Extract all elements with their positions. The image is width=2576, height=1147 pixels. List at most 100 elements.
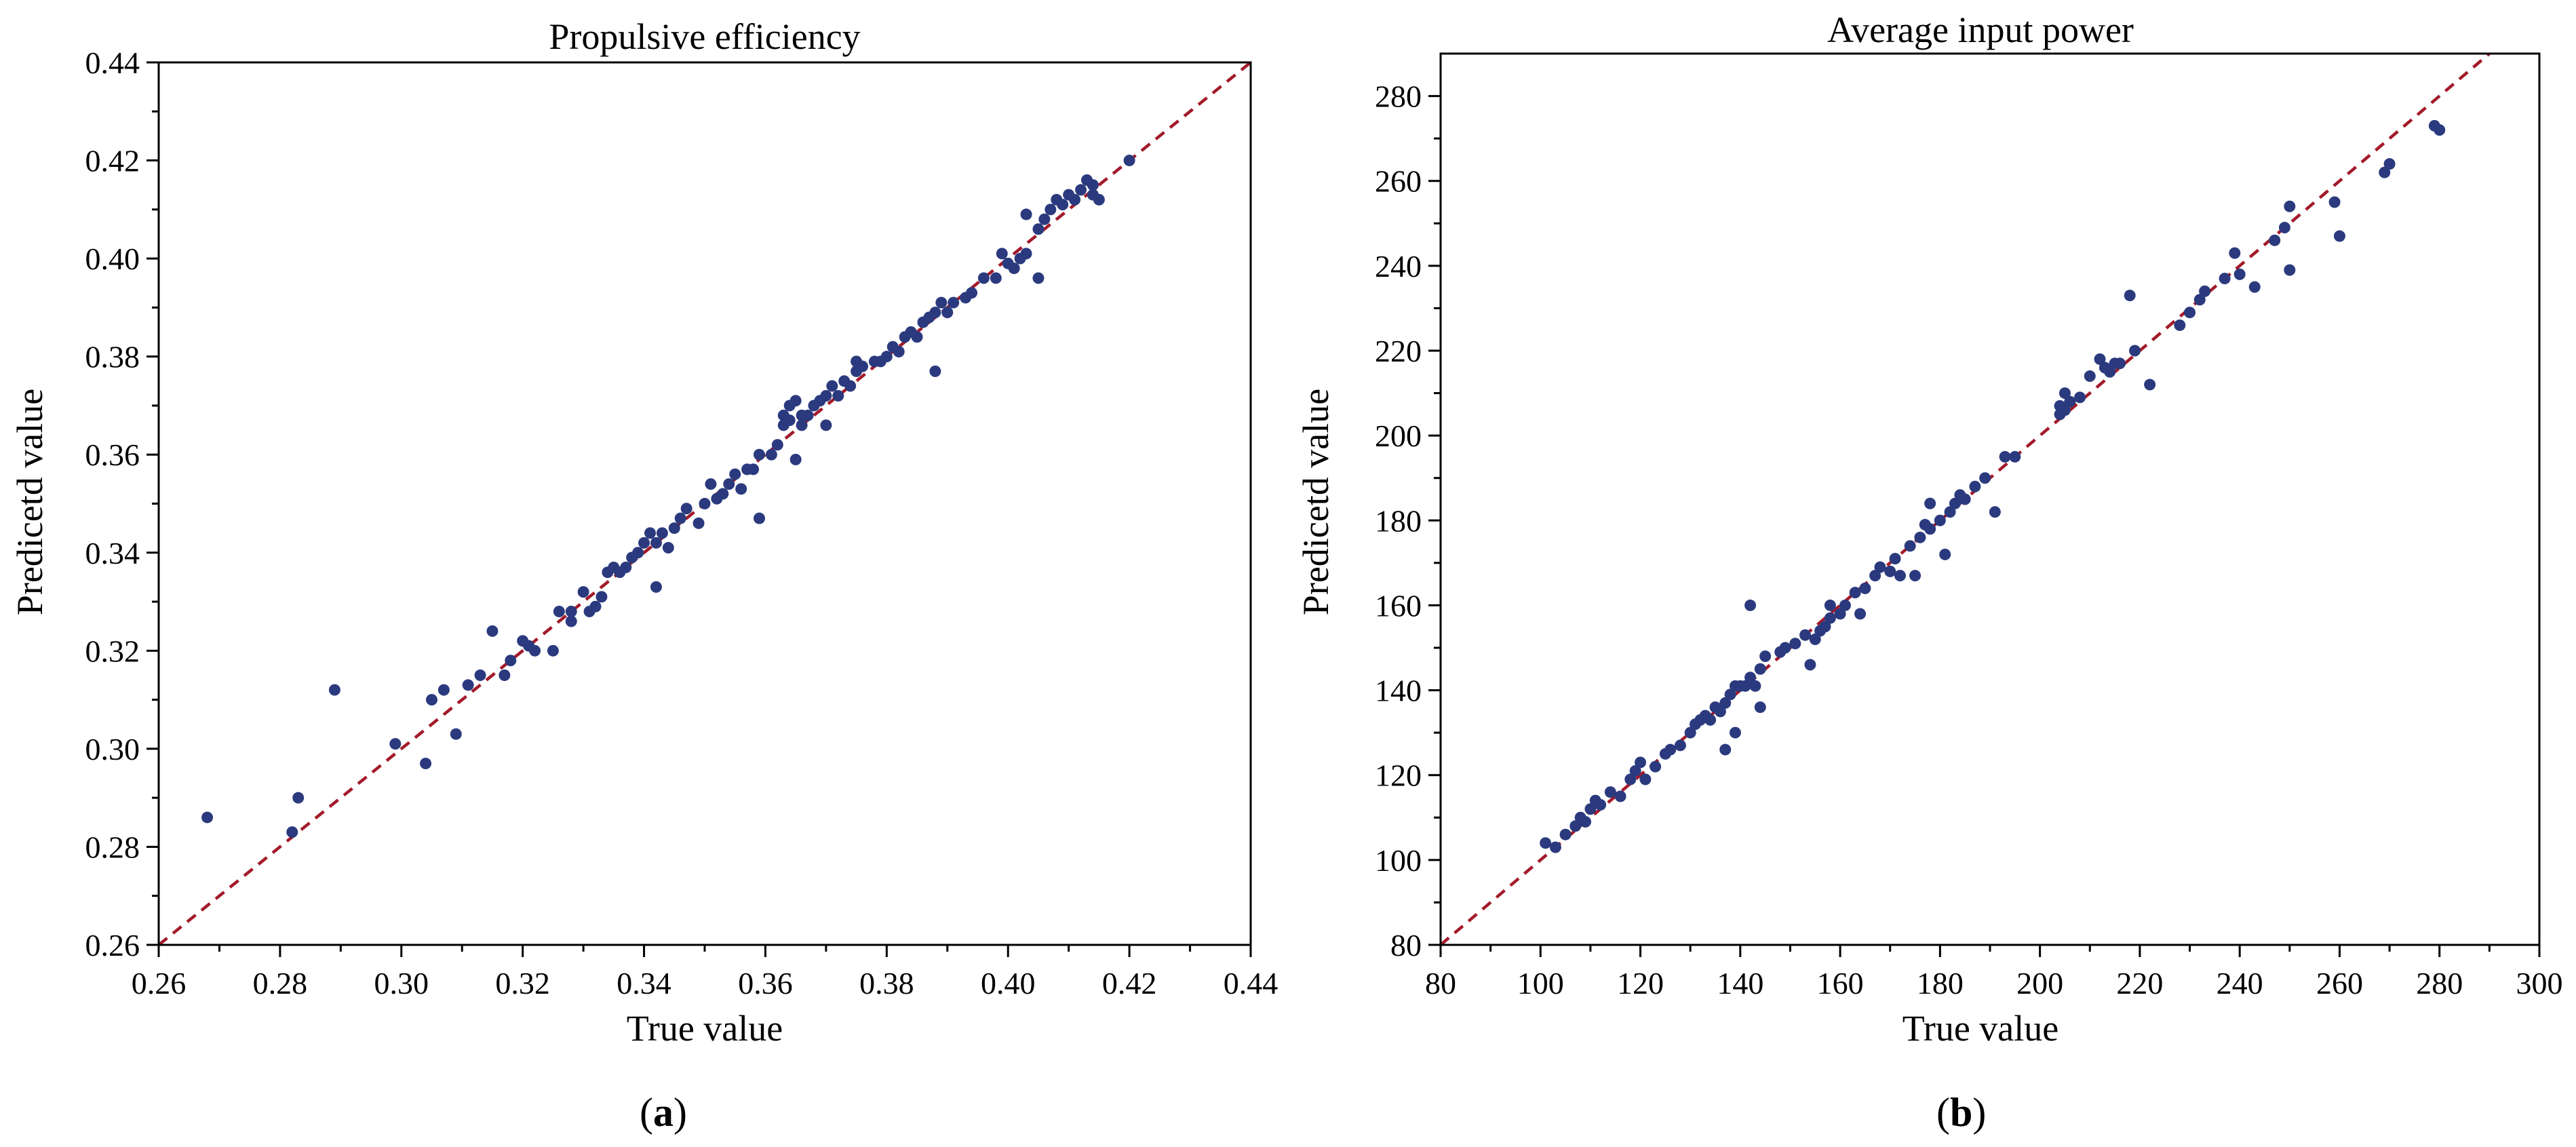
x-tick-label-b: 200	[2016, 966, 2063, 1000]
data-point-a	[656, 527, 668, 539]
data-point-b	[1869, 570, 1881, 582]
data-point-b	[1584, 803, 1597, 815]
data-point-b	[1704, 714, 1717, 726]
data-point-b	[2328, 196, 2341, 208]
x-tick-label-a: 0.44	[1224, 966, 1279, 1000]
chart-title-b: Average input power	[1827, 9, 2134, 50]
data-point-b	[1989, 506, 2001, 518]
x-axis-title-a: True value	[627, 1008, 783, 1049]
plot-frame-a	[157, 61, 1252, 946]
data-point-a	[705, 478, 717, 490]
chart-panel-b: Average input power 80 100 120 140 160 180 200…	[1295, 9, 2563, 1135]
chart-panel-a: Propulsive efficiency 0.26 0.28 0.30 0.32 0.…	[9, 16, 1278, 1135]
data-point-b	[1849, 587, 1861, 599]
data-point-b	[1944, 506, 1956, 518]
x-tick-label-b: 160	[1817, 966, 1864, 1000]
data-point-a	[292, 792, 305, 804]
panel-letter-b: b	[1950, 1090, 1972, 1135]
x-tick-label-b: 80	[1425, 966, 1456, 1000]
data-point-a	[547, 644, 559, 657]
data-point-b	[1824, 612, 1836, 624]
data-point-b	[1744, 599, 1757, 611]
data-point-b	[2248, 281, 2261, 293]
y-axis-title-b: Predicetd value	[1295, 389, 1336, 615]
data-point-a	[1123, 155, 1135, 167]
data-point-b	[1859, 582, 1871, 594]
x-tick-label-a: 0.42	[1102, 966, 1157, 1000]
data-point-b	[1809, 633, 1821, 645]
data-point-a	[1093, 193, 1105, 206]
y-tick-label-b: 140	[1375, 674, 1422, 708]
data-point-b	[1979, 472, 1991, 484]
data-point-b	[1629, 764, 1641, 777]
data-point-a	[389, 738, 402, 750]
data-point-a	[857, 360, 869, 372]
data-point-a	[802, 409, 814, 421]
y-tick-label-a: 0.40	[85, 241, 140, 276]
data-point-a	[620, 561, 632, 573]
data-point-b	[1889, 553, 1901, 565]
x-tick-label-b: 260	[2316, 966, 2363, 1000]
data-point-b	[1540, 837, 1552, 849]
data-point-b	[1949, 497, 1961, 509]
x-axis-b: 80 100 120 140 160 180 200 220 240 260 280 300	[1425, 945, 2563, 1000]
data-point-a	[505, 655, 517, 667]
data-point-b	[1650, 760, 1662, 773]
data-point-b	[1779, 642, 1791, 654]
x-tick-label-a: 0.30	[374, 966, 429, 1000]
data-point-b	[1739, 680, 1751, 692]
data-point-a	[499, 669, 511, 681]
data-point-a	[929, 365, 941, 377]
data-point-b	[2269, 234, 2281, 246]
data-point-a	[783, 414, 796, 427]
y-axis-b: 80 100 120 140 160 180 200 220 240 260 280	[1375, 79, 1441, 963]
data-point-b	[1714, 705, 1726, 718]
y-tick-label-b: 200	[1375, 419, 1422, 453]
scatter-points-a	[201, 155, 1135, 838]
data-point-b	[2064, 395, 2076, 408]
y-tick-label-b: 160	[1375, 588, 1422, 623]
data-point-a	[966, 287, 978, 299]
y-tick-label-b: 240	[1375, 249, 1422, 284]
data-point-a	[577, 586, 589, 598]
data-point-a	[929, 307, 941, 319]
data-point-a	[668, 522, 680, 534]
y-tick-label-a: 0.42	[85, 144, 140, 178]
data-point-b	[2434, 124, 2446, 136]
data-point-a	[420, 758, 432, 770]
data-point-b	[1729, 726, 1741, 739]
data-point-b	[1744, 672, 1757, 684]
y-tick-label-a: 0.32	[85, 634, 140, 668]
data-point-a	[1057, 199, 1069, 211]
data-point-a	[747, 463, 760, 475]
data-point-a	[977, 272, 990, 284]
data-point-a	[789, 453, 802, 465]
data-point-a	[1045, 203, 1057, 216]
data-point-b	[1595, 799, 1607, 811]
y-tick-label-b: 280	[1375, 79, 1422, 114]
data-point-b	[1664, 743, 1677, 756]
data-point-a	[286, 826, 298, 838]
x-tick-label-a: 0.40	[981, 966, 1036, 1000]
data-point-b	[1559, 828, 1572, 840]
panel-letter-a: a	[653, 1090, 674, 1135]
data-point-b	[2094, 353, 2106, 366]
data-point-a	[589, 600, 602, 613]
data-point-b	[1624, 773, 1637, 785]
data-point-b	[2058, 387, 2071, 400]
data-point-a	[844, 380, 857, 392]
data-point-b	[2333, 230, 2345, 242]
data-point-b	[1549, 841, 1561, 853]
scatter-points-b	[1540, 119, 2446, 853]
data-point-a	[935, 296, 948, 309]
data-point-a	[723, 478, 735, 490]
data-point-a	[893, 345, 905, 357]
data-point-b	[2199, 285, 2211, 297]
data-point-a	[1020, 248, 1032, 260]
data-point-a	[771, 439, 783, 451]
data-point-a	[662, 542, 674, 554]
data-point-b	[2074, 391, 2086, 404]
data-point-b	[1824, 599, 1836, 611]
data-point-a	[650, 581, 662, 593]
data-point-a	[426, 694, 437, 706]
